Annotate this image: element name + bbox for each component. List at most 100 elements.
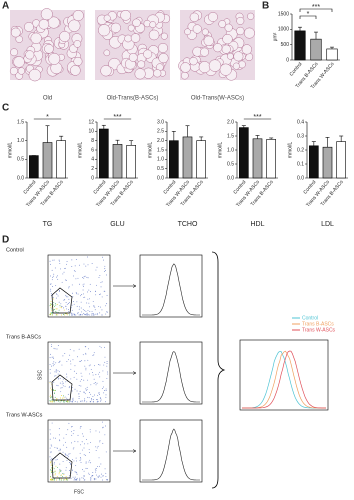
event-dot <box>58 301 60 303</box>
event-dot <box>81 477 83 479</box>
event-dot <box>54 302 56 304</box>
event-dot <box>63 395 64 397</box>
event-dot <box>68 314 70 316</box>
event-dot <box>102 386 104 388</box>
cell <box>130 33 141 43</box>
event-dot <box>89 451 91 453</box>
event-dot <box>49 462 51 464</box>
event-dot <box>51 356 53 358</box>
chart-title: TCHO <box>178 221 198 228</box>
event-dot <box>50 307 52 309</box>
y-tick-label: 0.0 <box>297 175 304 181</box>
bar <box>266 139 276 179</box>
event-dot <box>74 479 76 481</box>
event-dot <box>92 396 94 397</box>
event-dot <box>52 478 54 480</box>
event-dot <box>76 378 78 380</box>
histogram <box>142 428 200 481</box>
event-dot <box>51 314 53 316</box>
event-dot <box>64 479 66 481</box>
event-dot <box>51 422 53 424</box>
event-dot <box>91 262 93 264</box>
cell <box>13 56 25 68</box>
event-dot <box>100 306 102 308</box>
event-dot <box>73 479 75 481</box>
event-dot <box>85 467 87 469</box>
event-dot <box>99 376 101 378</box>
legend-label: Control <box>302 315 318 321</box>
event-dot <box>49 357 51 359</box>
cell <box>184 28 191 36</box>
event-dot <box>89 373 91 375</box>
event-dot <box>58 400 59 402</box>
event-dot <box>75 292 77 294</box>
event-dot <box>78 395 80 397</box>
event-dot <box>49 372 51 374</box>
event-dot <box>53 400 55 402</box>
event-dot <box>104 434 106 436</box>
event-dot <box>59 361 60 363</box>
event-dot <box>50 308 52 310</box>
event-dot <box>92 372 93 374</box>
event-dot <box>83 475 85 476</box>
cell <box>143 49 153 59</box>
event-dot <box>91 399 92 401</box>
event-dot <box>100 286 102 288</box>
cell <box>10 27 21 38</box>
event-dot <box>80 295 82 297</box>
event-dot <box>60 400 62 402</box>
event-dot <box>101 309 103 311</box>
y-tick-label: 1.0 <box>157 157 164 163</box>
event-dot <box>84 310 86 311</box>
event-dot <box>59 463 61 465</box>
event-dot <box>59 468 61 470</box>
event-dot <box>56 276 57 278</box>
event-dot <box>53 437 55 439</box>
cell <box>203 35 214 46</box>
bar <box>309 145 319 179</box>
event-dot <box>73 370 75 372</box>
cell <box>30 32 42 44</box>
event-dot <box>102 427 104 429</box>
event-dot <box>105 479 107 481</box>
event-dot <box>89 306 91 308</box>
event-dot <box>93 352 95 354</box>
event-dot <box>65 454 67 456</box>
cell <box>134 68 146 80</box>
event-dot <box>79 427 81 429</box>
event-dot <box>75 465 77 466</box>
event-dot <box>68 359 69 361</box>
event-dot <box>60 397 61 399</box>
event-dot <box>96 313 98 315</box>
event-dot <box>57 373 59 375</box>
event-dot <box>94 479 96 481</box>
event-dot <box>79 390 81 392</box>
event-dot <box>50 451 52 453</box>
event-dot <box>66 261 68 263</box>
event-dot <box>68 287 70 289</box>
event-dot <box>51 478 53 480</box>
chart-title: GLU <box>110 221 124 228</box>
event-dot <box>102 370 104 372</box>
event-dot <box>81 375 83 377</box>
event-dot <box>93 383 95 385</box>
event-dot <box>53 347 55 349</box>
event-dot <box>65 279 67 281</box>
event-dot <box>69 360 71 362</box>
event-dot <box>76 293 77 295</box>
event-dot <box>90 291 91 293</box>
cell <box>120 10 131 21</box>
event-dot <box>59 440 61 442</box>
event-dot <box>55 285 57 287</box>
cell <box>233 51 244 62</box>
event-dot <box>95 471 97 473</box>
event-dot <box>90 462 92 464</box>
event-dot <box>96 401 98 403</box>
event-dot <box>86 302 88 304</box>
event-dot <box>91 311 93 312</box>
event-dot <box>83 263 85 265</box>
event-dot <box>70 378 72 380</box>
y-tick-label: 2.5 <box>157 129 164 135</box>
event-dot <box>105 396 107 398</box>
significance: *** <box>113 114 121 121</box>
